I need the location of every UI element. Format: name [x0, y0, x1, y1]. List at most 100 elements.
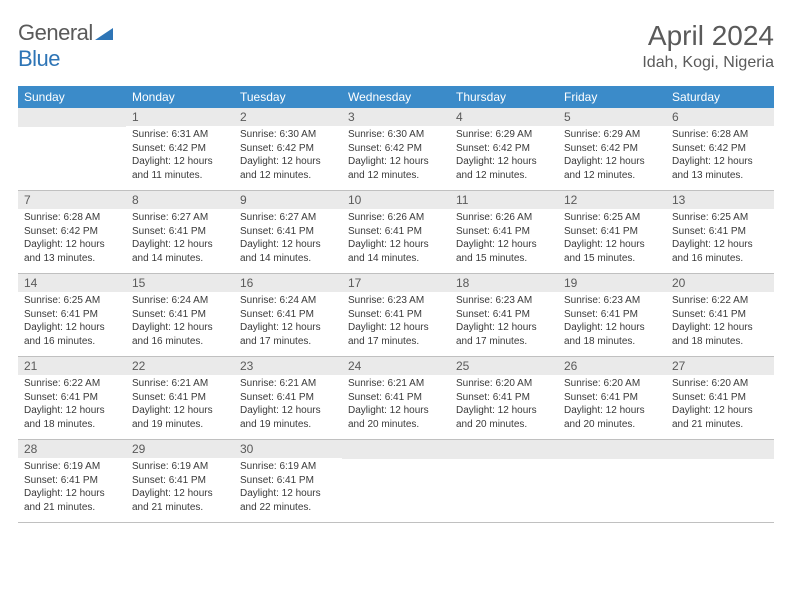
sunrise-text: Sunrise: 6:20 AM: [564, 377, 660, 391]
sunrise-text: Sunrise: 6:19 AM: [240, 460, 336, 474]
day-body: Sunrise: 6:19 AMSunset: 6:41 PMDaylight:…: [126, 458, 234, 518]
sunrise-text: Sunrise: 6:24 AM: [240, 294, 336, 308]
page-header: General Blue April 2024 Idah, Kogi, Nige…: [18, 20, 774, 72]
day-cell: 4Sunrise: 6:29 AMSunset: 6:42 PMDaylight…: [450, 108, 558, 190]
day-cell: 19Sunrise: 6:23 AMSunset: 6:41 PMDayligh…: [558, 274, 666, 356]
day-body: Sunrise: 6:27 AMSunset: 6:41 PMDaylight:…: [234, 209, 342, 269]
daylight-text: Daylight: 12 hours and 15 minutes.: [456, 238, 552, 265]
daylight-text: Daylight: 12 hours and 21 minutes.: [672, 404, 768, 431]
day-number: 4: [450, 108, 558, 126]
logo-text: General Blue: [18, 20, 113, 72]
day-number-empty: [450, 440, 558, 459]
daylight-text: Daylight: 12 hours and 16 minutes.: [672, 238, 768, 265]
day-cell: 1Sunrise: 6:31 AMSunset: 6:42 PMDaylight…: [126, 108, 234, 190]
daylight-text: Daylight: 12 hours and 19 minutes.: [240, 404, 336, 431]
sunset-text: Sunset: 6:41 PM: [564, 225, 660, 239]
sunset-text: Sunset: 6:41 PM: [132, 474, 228, 488]
sunset-text: Sunset: 6:41 PM: [24, 308, 120, 322]
day-cell: 8Sunrise: 6:27 AMSunset: 6:41 PMDaylight…: [126, 191, 234, 273]
daylight-text: Daylight: 12 hours and 21 minutes.: [24, 487, 120, 514]
sunset-text: Sunset: 6:41 PM: [348, 308, 444, 322]
sunrise-text: Sunrise: 6:25 AM: [24, 294, 120, 308]
day-cell: 27 Sunrise: 6:20 AMSunset: 6:41 PMDayligh…: [666, 357, 774, 439]
day-body: Sunrise: 6:21 AMSunset: 6:41 PMDaylight:…: [342, 375, 450, 435]
day-body: Sunrise: 6:23 AMSunset: 6:41 PMDaylight:…: [450, 292, 558, 352]
dayname-sun: Sunday: [18, 86, 126, 108]
day-number: 16: [234, 274, 342, 292]
sunset-text: Sunset: 6:42 PM: [348, 142, 444, 156]
day-header-row: Sunday Monday Tuesday Wednesday Thursday…: [18, 86, 774, 108]
sunset-text: Sunset: 6:42 PM: [564, 142, 660, 156]
day-cell: 22Sunrise: 6:21 AMSunset: 6:41 PMDayligh…: [126, 357, 234, 439]
sunset-text: Sunset: 6:41 PM: [132, 391, 228, 405]
day-body: Sunrise: 6:23 AMSunset: 6:41 PMDaylight:…: [558, 292, 666, 352]
sunrise-text: Sunrise: 6:23 AM: [456, 294, 552, 308]
sunset-text: Sunset: 6:41 PM: [348, 391, 444, 405]
daylight-text: Daylight: 12 hours and 12 minutes.: [564, 155, 660, 182]
sunset-text: Sunset: 6:41 PM: [132, 308, 228, 322]
sunset-text: Sunset: 6:41 PM: [672, 391, 768, 405]
calendar-page: General Blue April 2024 Idah, Kogi, Nige…: [0, 0, 792, 543]
day-number: 2: [234, 108, 342, 126]
day-number: 23: [234, 357, 342, 375]
sunrise-text: Sunrise: 6:27 AM: [132, 211, 228, 225]
day-body: Sunrise: 6:21 AMSunset: 6:41 PMDaylight:…: [234, 375, 342, 435]
day-body: Sunrise: 6:25 AMSunset: 6:41 PMDaylight:…: [558, 209, 666, 269]
sunset-text: Sunset: 6:42 PM: [240, 142, 336, 156]
day-body: Sunrise: 6:26 AMSunset: 6:41 PMDaylight:…: [450, 209, 558, 269]
day-body: Sunrise: 6:22 AMSunset: 6:41 PMDaylight:…: [666, 292, 774, 352]
day-body: Sunrise: 6:21 AMSunset: 6:41 PMDaylight:…: [126, 375, 234, 435]
day-body: Sunrise: 6:30 AMSunset: 6:42 PMDaylight:…: [342, 126, 450, 186]
sunset-text: Sunset: 6:41 PM: [564, 308, 660, 322]
week-row: 14Sunrise: 6:25 AMSunset: 6:41 PMDayligh…: [18, 274, 774, 357]
day-number: 22: [126, 357, 234, 375]
daylight-text: Daylight: 12 hours and 11 minutes.: [132, 155, 228, 182]
day-number: 17: [342, 274, 450, 292]
day-number: 12: [558, 191, 666, 209]
day-body: Sunrise: 6:24 AMSunset: 6:41 PMDaylight:…: [126, 292, 234, 352]
day-number: 15: [126, 274, 234, 292]
daylight-text: Daylight: 12 hours and 17 minutes.: [456, 321, 552, 348]
day-cell: 24Sunrise: 6:21 AMSunset: 6:41 PMDayligh…: [342, 357, 450, 439]
daylight-text: Daylight: 12 hours and 12 minutes.: [240, 155, 336, 182]
day-cell: 25Sunrise: 6:20 AMSunset: 6:41 PMDayligh…: [450, 357, 558, 439]
daylight-text: Daylight: 12 hours and 21 minutes.: [132, 487, 228, 514]
day-number: 24: [342, 357, 450, 375]
day-cell: [450, 440, 558, 522]
day-cell: 9Sunrise: 6:27 AMSunset: 6:41 PMDaylight…: [234, 191, 342, 273]
day-number: 7: [18, 191, 126, 209]
sunset-text: Sunset: 6:41 PM: [672, 308, 768, 322]
day-cell: 20Sunrise: 6:22 AMSunset: 6:41 PMDayligh…: [666, 274, 774, 356]
sunrise-text: Sunrise: 6:19 AM: [24, 460, 120, 474]
day-number: 25: [450, 357, 558, 375]
day-number: 6: [666, 108, 774, 126]
day-cell: 26Sunrise: 6:20 AMSunset: 6:41 PMDayligh…: [558, 357, 666, 439]
dayname-sat: Saturday: [666, 86, 774, 108]
sunrise-text: Sunrise: 6:22 AM: [672, 294, 768, 308]
day-number: 27: [666, 357, 774, 375]
sunset-text: Sunset: 6:41 PM: [672, 225, 768, 239]
day-cell: 11Sunrise: 6:26 AMSunset: 6:41 PMDayligh…: [450, 191, 558, 273]
sunrise-text: Sunrise: 6:23 AM: [348, 294, 444, 308]
sunset-text: Sunset: 6:42 PM: [132, 142, 228, 156]
day-body: Sunrise: 6:19 AMSunset: 6:41 PMDaylight:…: [234, 458, 342, 518]
day-cell: 17Sunrise: 6:23 AMSunset: 6:41 PMDayligh…: [342, 274, 450, 356]
logo: General Blue: [18, 20, 113, 72]
sunset-text: Sunset: 6:41 PM: [240, 391, 336, 405]
sunrise-text: Sunrise: 6:24 AM: [132, 294, 228, 308]
day-cell: 15Sunrise: 6:24 AMSunset: 6:41 PMDayligh…: [126, 274, 234, 356]
sunset-text: Sunset: 6:41 PM: [240, 308, 336, 322]
day-number: 5: [558, 108, 666, 126]
weeks-container: 1Sunrise: 6:31 AMSunset: 6:42 PMDaylight…: [18, 108, 774, 523]
day-number-empty: [558, 440, 666, 459]
day-number: 20: [666, 274, 774, 292]
day-cell: 5Sunrise: 6:29 AMSunset: 6:42 PMDaylight…: [558, 108, 666, 190]
day-cell: 28Sunrise: 6:19 AMSunset: 6:41 PMDayligh…: [18, 440, 126, 522]
sunrise-text: Sunrise: 6:28 AM: [24, 211, 120, 225]
sunset-text: Sunset: 6:42 PM: [672, 142, 768, 156]
dayname-wed: Wednesday: [342, 86, 450, 108]
day-number: 30: [234, 440, 342, 458]
sunset-text: Sunset: 6:41 PM: [348, 225, 444, 239]
sunrise-text: Sunrise: 6:20 AM: [672, 377, 768, 391]
day-cell: 6Sunrise: 6:28 AMSunset: 6:42 PMDaylight…: [666, 108, 774, 190]
